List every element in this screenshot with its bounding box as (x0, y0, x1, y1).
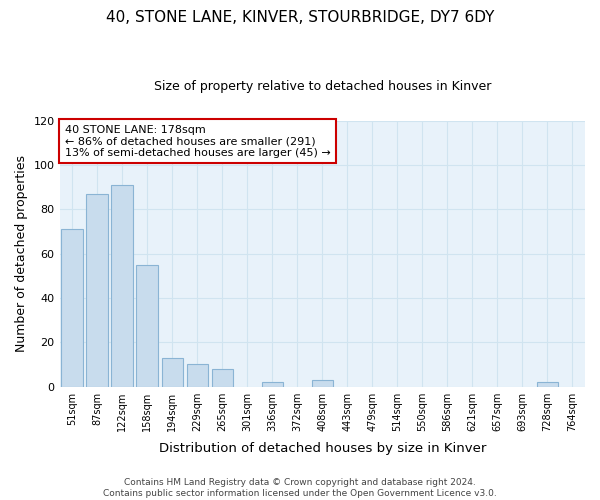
Bar (212, 369, 233, 386)
Bar (61, 229, 83, 386)
Y-axis label: Number of detached properties: Number of detached properties (15, 155, 28, 352)
Title: Size of property relative to detached houses in Kinver: Size of property relative to detached ho… (154, 80, 491, 93)
Text: 40, STONE LANE, KINVER, STOURBRIDGE, DY7 6DY: 40, STONE LANE, KINVER, STOURBRIDGE, DY7… (106, 10, 494, 25)
Bar (112, 185, 133, 386)
Bar (187, 364, 208, 386)
Bar (136, 264, 158, 386)
X-axis label: Distribution of detached houses by size in Kinver: Distribution of detached houses by size … (158, 442, 486, 455)
Bar (262, 382, 283, 386)
Bar (86, 194, 108, 386)
Bar (537, 382, 558, 386)
Text: 40 STONE LANE: 178sqm
← 86% of detached houses are smaller (291)
13% of semi-det: 40 STONE LANE: 178sqm ← 86% of detached … (65, 124, 331, 158)
Text: Contains HM Land Registry data © Crown copyright and database right 2024.
Contai: Contains HM Land Registry data © Crown c… (103, 478, 497, 498)
Bar (161, 358, 183, 386)
Bar (311, 380, 333, 386)
